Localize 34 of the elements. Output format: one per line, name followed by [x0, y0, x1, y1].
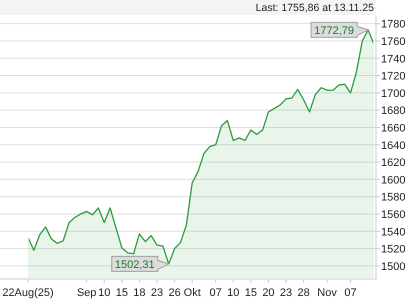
x-tick-label: 07 — [210, 287, 222, 299]
x-tick-label: 18 — [133, 287, 146, 299]
data-label: 1502,31 — [114, 258, 155, 271]
y-tick-label: 1560 — [381, 208, 406, 221]
y-tick-label: 1740 — [381, 53, 406, 66]
y-tick-label: 1640 — [381, 140, 406, 152]
x-tick-label: Okt — [184, 287, 201, 299]
y-tick-label: 1720 — [381, 70, 406, 83]
y-tick-label: 1620 — [381, 157, 406, 170]
y-tick-label: 1760 — [381, 36, 406, 48]
x-tick-label: 26 — [168, 287, 181, 299]
y-tick-label: 1600 — [381, 174, 406, 186]
y-tick-label: 1680 — [381, 105, 406, 118]
x-tick-label: Nov — [317, 287, 338, 299]
x-tick-label: 10 — [227, 287, 240, 299]
x-tick-label: 28 — [298, 287, 310, 299]
y-tick-label: 1520 — [381, 244, 406, 256]
y-tick-label: 1660 — [381, 122, 406, 134]
data-label: 1772,79 — [314, 24, 354, 37]
chart-title: Last: 1755,86 at 13.11.25 — [256, 2, 374, 14]
x-tick-label: 22Aug(25) — [2, 287, 54, 299]
y-tick-label: 1500 — [381, 260, 406, 273]
y-tick-label: 1580 — [381, 192, 406, 204]
x-tick-label: 07 — [344, 287, 357, 299]
y-tick-label: 1700 — [381, 88, 406, 100]
x-tick-label: 10 — [98, 287, 110, 299]
y-tick-label: 1540 — [381, 226, 406, 238]
x-tick-label: 23 — [150, 287, 164, 299]
x-tick-label: 23 — [280, 287, 292, 299]
x-tick-label: 20 — [262, 287, 275, 299]
x-tick-label: Sep — [76, 287, 96, 299]
y-tick-label: 1780 — [381, 18, 406, 31]
x-tick-label: 15 — [244, 287, 257, 299]
x-tick-label: 15 — [116, 287, 128, 299]
